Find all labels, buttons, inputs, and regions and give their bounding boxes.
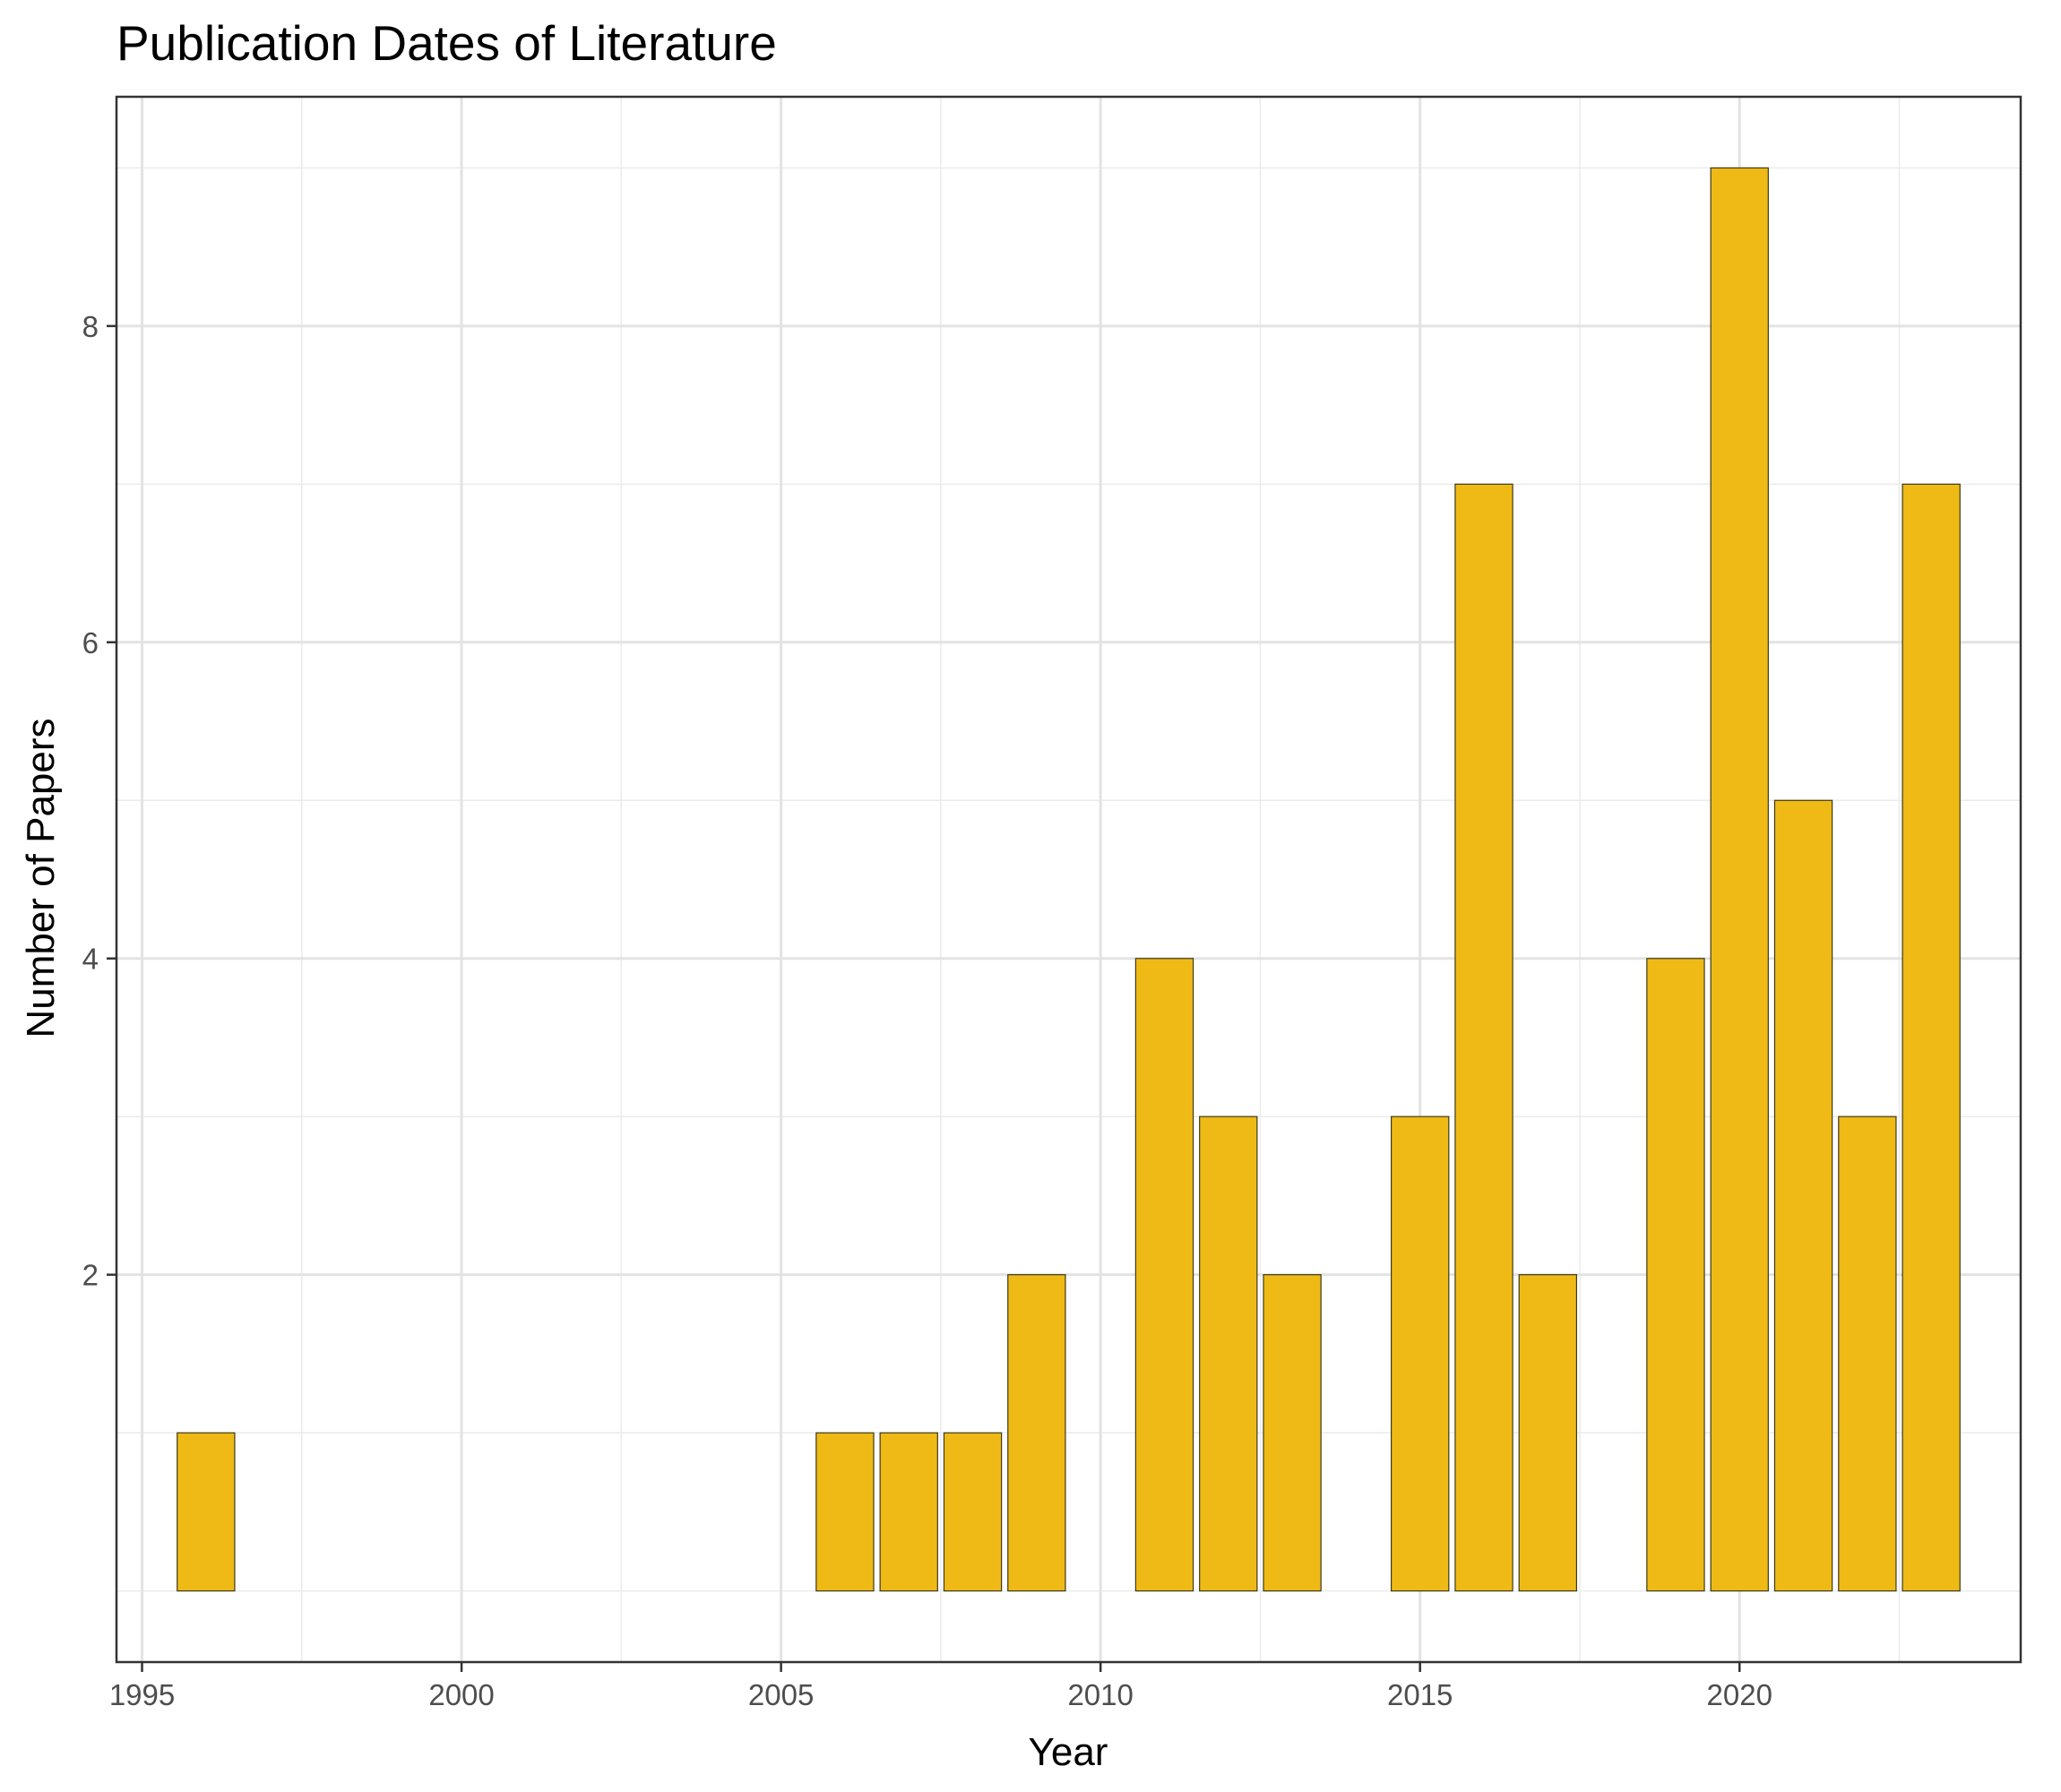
bar-2021: [1773, 799, 1833, 1592]
x-axis-title: Year: [1029, 1730, 1108, 1774]
bar-2023: [1901, 483, 1961, 1592]
bar-2007: [879, 1432, 938, 1592]
x-tick-label: 1995: [109, 1678, 175, 1711]
x-tick-label: 2020: [1707, 1678, 1772, 1711]
y-axis-title: Number of Papers: [19, 718, 63, 1038]
bar-2011: [1134, 958, 1194, 1592]
bar-2006: [815, 1432, 875, 1592]
bar-2022: [1838, 1116, 1897, 1592]
bar-2019: [1646, 958, 1705, 1592]
bar-2020: [1710, 167, 1769, 1592]
bar-2009: [1007, 1274, 1066, 1592]
bars: [177, 167, 1961, 1592]
bar-1996: [177, 1432, 236, 1592]
axis-ticks: 1995 2000 2005 2010 2015 2020 2 4 6 8: [82, 310, 1772, 1711]
x-tick-label: 2015: [1387, 1678, 1453, 1711]
bar-2012: [1199, 1116, 1258, 1592]
bar-2017: [1518, 1274, 1578, 1592]
bar-2008: [943, 1432, 1003, 1592]
y-tick-label: 2: [82, 1259, 99, 1292]
plot-panel-border: [115, 95, 2022, 1664]
y-tick-label: 4: [82, 943, 99, 976]
x-tick-label: 2010: [1067, 1678, 1133, 1711]
x-tick-label: 2005: [748, 1678, 814, 1711]
y-tick-label: 8: [82, 310, 99, 343]
y-tick-label: 6: [82, 626, 99, 659]
chart-title: Publication Dates of Literature: [116, 15, 777, 71]
bar-2015: [1391, 1116, 1450, 1592]
bar-2013: [1263, 1274, 1322, 1592]
bar-2016: [1454, 483, 1513, 1592]
x-tick-label: 2000: [428, 1678, 494, 1711]
